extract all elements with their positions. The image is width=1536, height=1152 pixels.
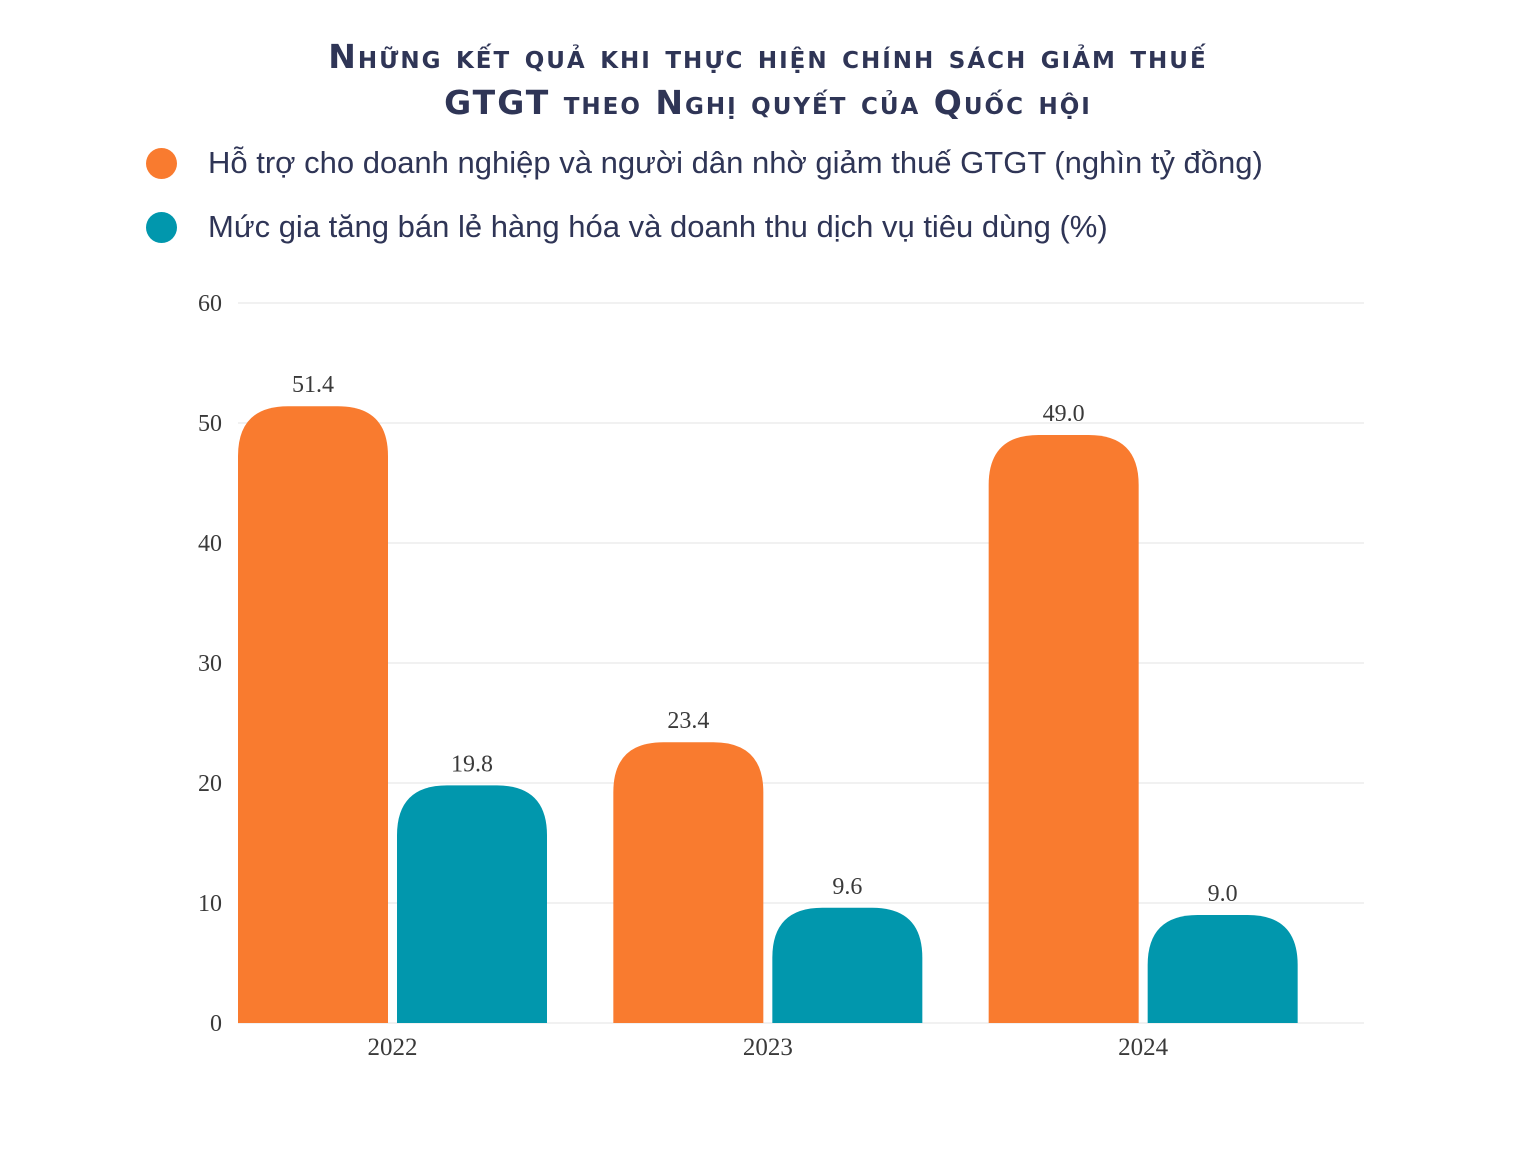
bar-retail-growth bbox=[772, 907, 923, 1023]
legend-item-retail-growth: Mức gia tăng bán lẻ hàng hóa và doanh th… bbox=[146, 204, 1263, 250]
y-tick-label: 10 bbox=[198, 891, 222, 917]
data-label: 19.8 bbox=[451, 751, 493, 777]
x-tick-label: 2022 bbox=[368, 1034, 418, 1061]
bar-support bbox=[238, 406, 388, 1023]
x-tick-label: 2024 bbox=[1118, 1034, 1169, 1061]
y-tick-label: 20 bbox=[198, 771, 222, 797]
y-tick-label: 50 bbox=[198, 411, 222, 437]
data-label: 9.6 bbox=[832, 874, 862, 900]
legend-marker-orange bbox=[146, 147, 177, 179]
chart-title-line-2: GTGT theo Nghị quyết của Quốc hội bbox=[444, 83, 1092, 122]
y-tick-label: 0 bbox=[210, 1011, 222, 1037]
data-label: 9.0 bbox=[1208, 881, 1238, 907]
chart-title: Những kết quả khi thực hiện chính sách g… bbox=[0, 34, 1536, 126]
chart-title-line-1: Những kết quả khi thực hiện chính sách g… bbox=[328, 37, 1208, 76]
bar-support bbox=[988, 435, 1139, 1023]
y-tick-label: 30 bbox=[198, 651, 222, 677]
bar-support bbox=[613, 742, 764, 1023]
y-tick-label: 40 bbox=[198, 531, 222, 557]
bar-retail-growth bbox=[397, 785, 547, 1023]
y-tick-label: 60 bbox=[198, 291, 222, 317]
legend-label-support: Hỗ trợ cho doanh nghiệp và người dân nhờ… bbox=[208, 145, 1263, 180]
legend-label-retail-growth: Mức gia tăng bán lẻ hàng hóa và doanh th… bbox=[208, 209, 1108, 244]
data-label: 23.4 bbox=[667, 708, 709, 734]
data-label: 49.0 bbox=[1043, 401, 1085, 427]
data-label: 51.4 bbox=[292, 372, 334, 398]
legend-marker-teal bbox=[146, 211, 177, 243]
bar-retail-growth bbox=[1147, 915, 1298, 1023]
legend-item-support: Hỗ trợ cho doanh nghiệp và người dân nhờ… bbox=[146, 140, 1263, 186]
chart-legend: Hỗ trợ cho doanh nghiệp và người dân nhờ… bbox=[146, 140, 1263, 268]
x-tick-label: 2023 bbox=[743, 1034, 793, 1061]
